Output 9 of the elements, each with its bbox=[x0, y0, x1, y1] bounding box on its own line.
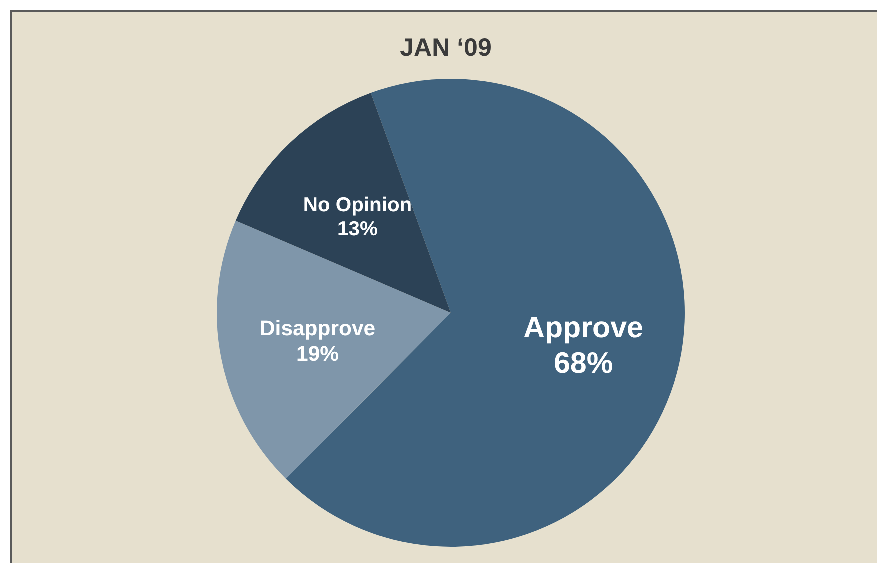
chart-title: JAN ‘09 bbox=[399, 34, 493, 63]
slice-label: Approve bbox=[524, 312, 644, 345]
slice-label: Disapprove bbox=[260, 318, 376, 341]
data-label: 19% bbox=[296, 343, 340, 366]
slice-label: No Opinion bbox=[303, 194, 412, 216]
data-label: 13% bbox=[338, 218, 378, 241]
pie-slice bbox=[217, 220, 451, 480]
pie-slice bbox=[236, 93, 451, 313]
data-label: 68% bbox=[554, 347, 614, 380]
